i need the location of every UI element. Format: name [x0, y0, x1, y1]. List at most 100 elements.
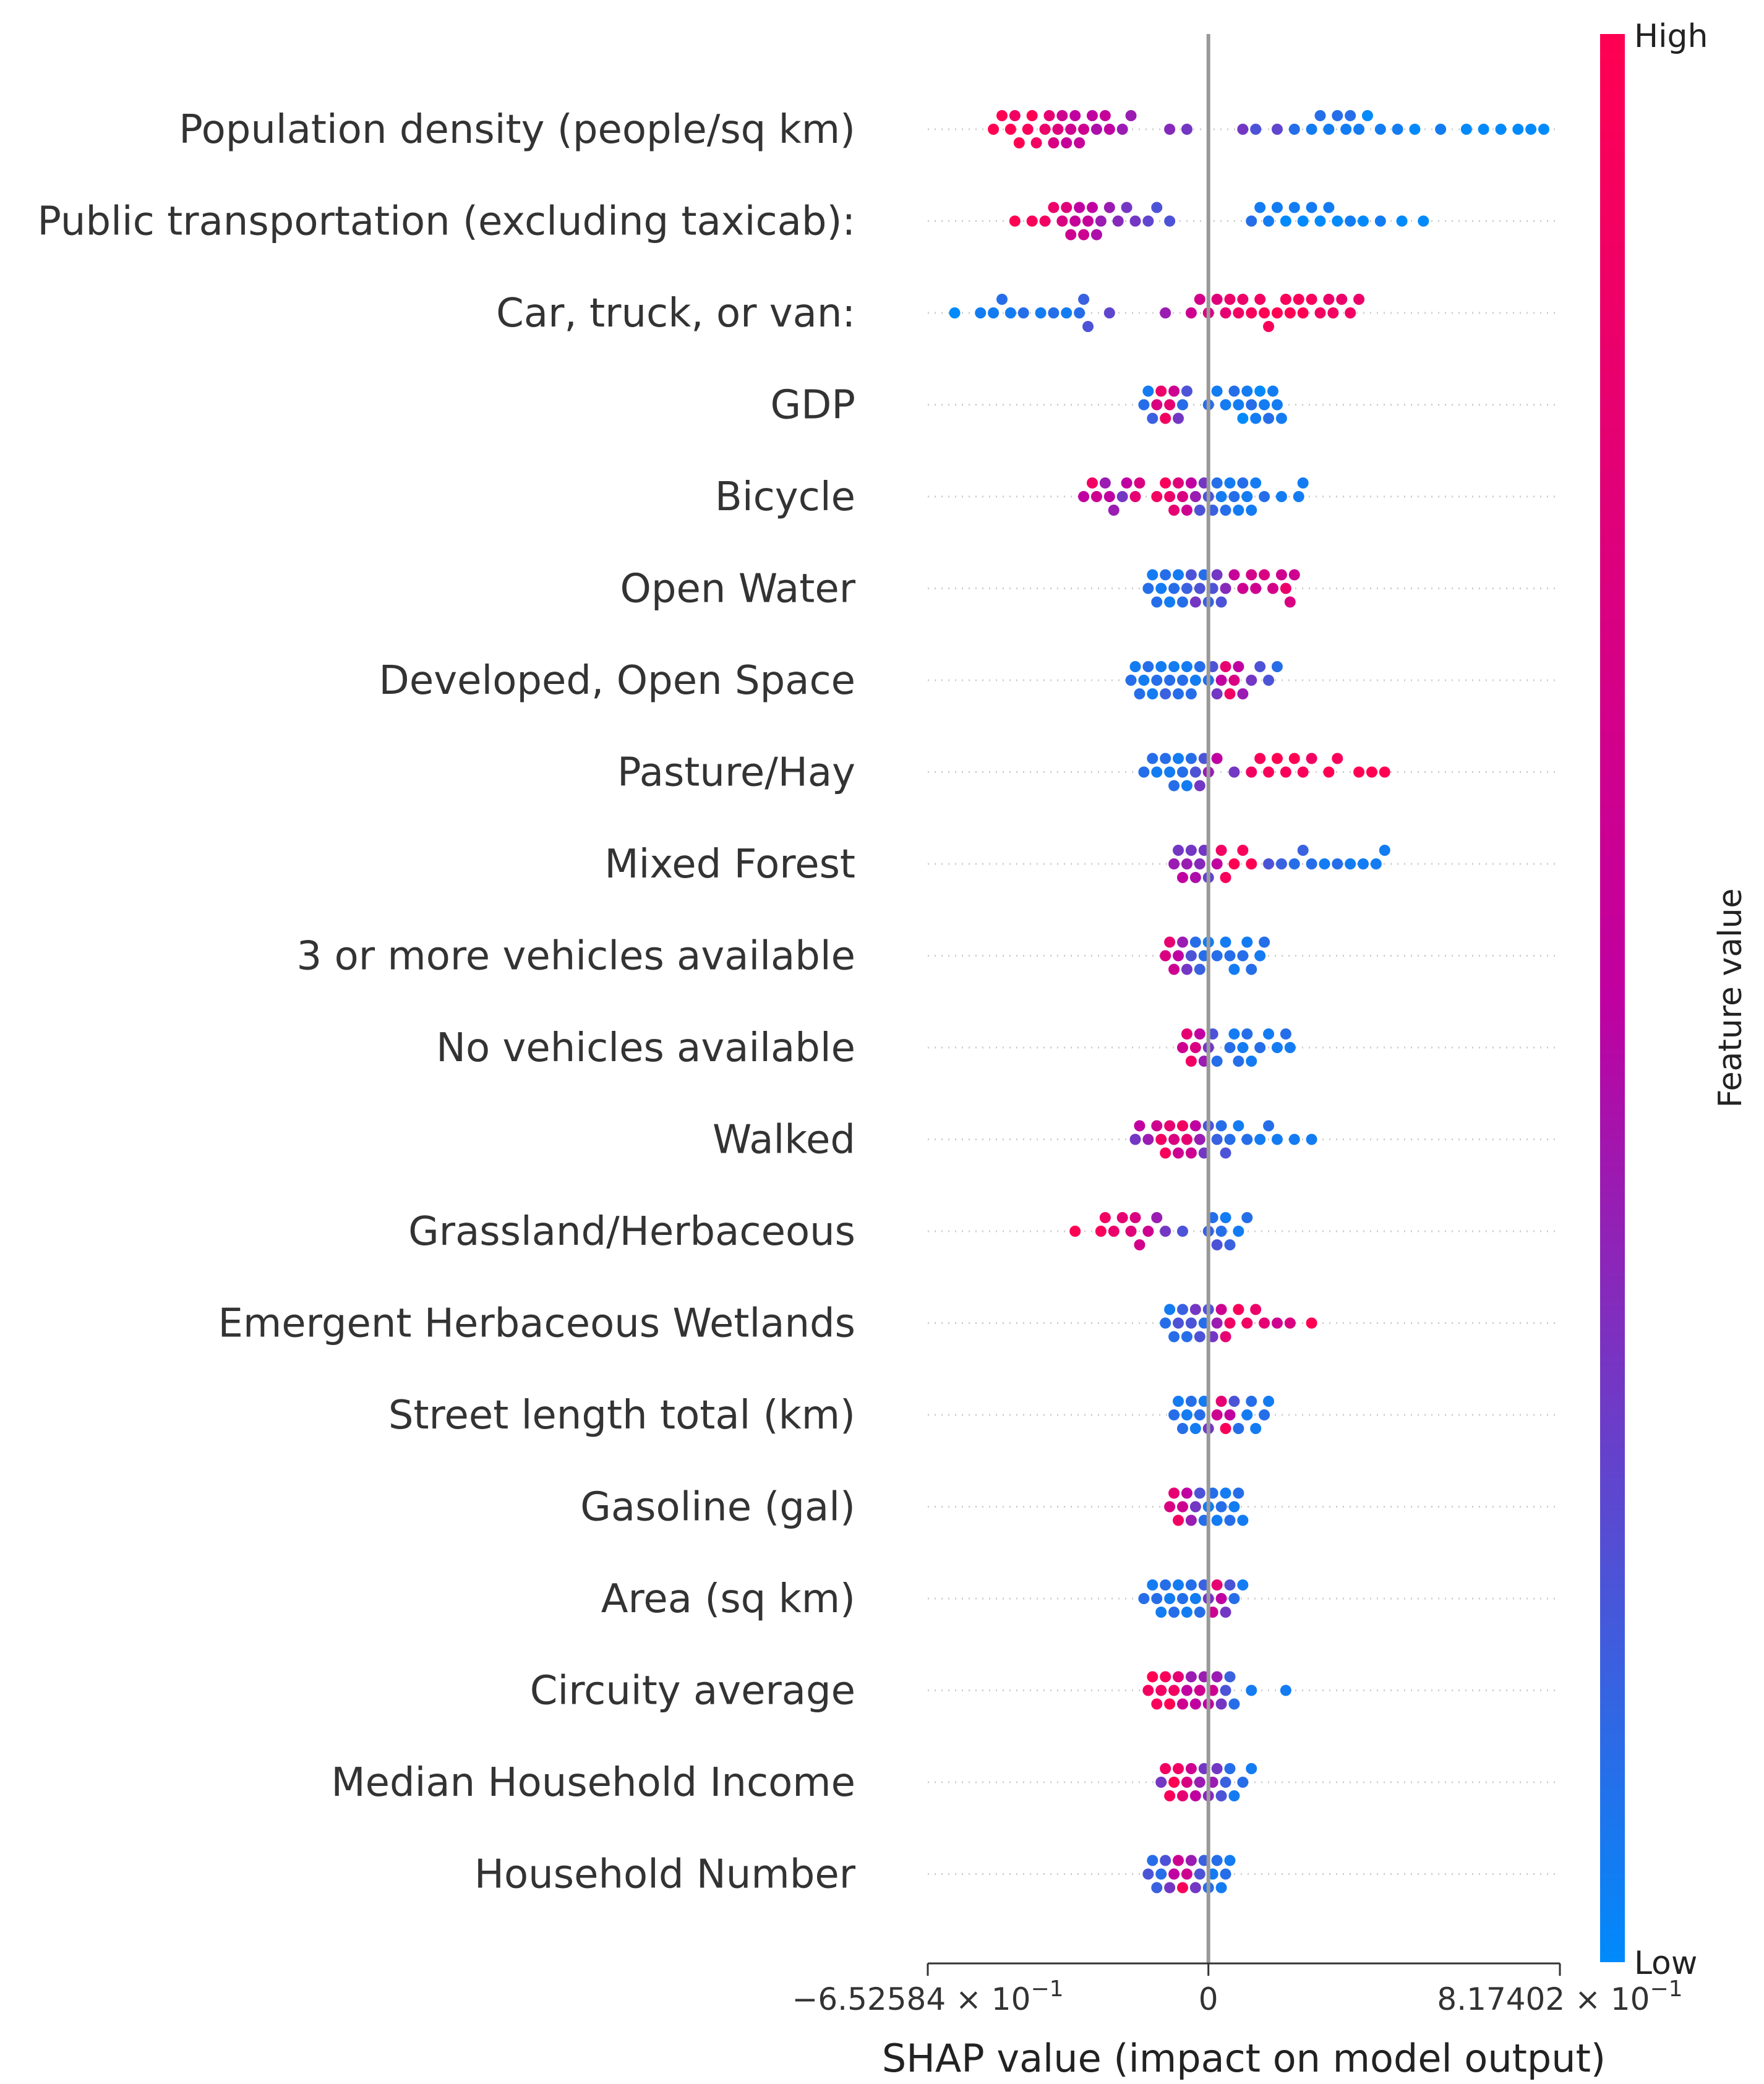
shap-point	[1228, 491, 1240, 502]
shap-point	[1164, 1304, 1176, 1315]
shap-point	[1194, 505, 1205, 516]
shap-point	[1323, 766, 1335, 778]
shap-point	[1237, 688, 1249, 699]
shap-point	[1288, 569, 1300, 581]
shap-point	[1052, 124, 1064, 135]
shap-point	[1181, 1409, 1192, 1420]
shap-point	[1254, 1042, 1266, 1053]
shap-point	[1220, 1212, 1231, 1223]
feature-label: Open Water	[620, 566, 856, 612]
shap-point	[1086, 110, 1098, 121]
shap-point	[1189, 1042, 1201, 1053]
shap-point	[1168, 963, 1180, 975]
shap-point	[1155, 1607, 1167, 1618]
shap-point	[1211, 1056, 1223, 1067]
shap-point	[1271, 753, 1283, 764]
shap-point	[1254, 294, 1266, 305]
shap-point	[1271, 124, 1283, 135]
shap-point	[1280, 294, 1291, 305]
shap-point	[1246, 215, 1257, 227]
shap-point	[1237, 950, 1249, 962]
shap-point	[1185, 1147, 1197, 1159]
shap-point	[1241, 491, 1253, 502]
shap-point	[1173, 1514, 1184, 1526]
shap-point	[949, 307, 961, 318]
shap-point	[1181, 963, 1192, 975]
shap-point	[1142, 1868, 1154, 1880]
shap-point	[1078, 124, 1090, 135]
shap-point	[1142, 1134, 1154, 1145]
shap-point	[1134, 688, 1145, 699]
shap-point	[1194, 780, 1205, 792]
shap-point	[1173, 1855, 1184, 1866]
shap-point	[1323, 202, 1335, 213]
shap-point	[1237, 1042, 1249, 1053]
shap-point	[1194, 1868, 1205, 1880]
shap-point	[1211, 569, 1223, 581]
shap-point	[1263, 675, 1275, 686]
shap-point	[1215, 1698, 1227, 1710]
shap-point	[1090, 491, 1102, 502]
shap-point	[1103, 202, 1115, 213]
shap-point	[1220, 1331, 1231, 1343]
shap-point	[1082, 215, 1094, 227]
shap-point	[1185, 753, 1197, 764]
shap-point	[1160, 1855, 1171, 1866]
shap-point	[1155, 1134, 1167, 1145]
shap-point	[1211, 753, 1223, 764]
shap-point	[1155, 583, 1167, 594]
feature-label: Pasture/Hay	[617, 750, 855, 796]
feature-label: Street length total (km)	[388, 1393, 855, 1438]
shap-point	[1176, 766, 1188, 778]
shap-point	[1181, 858, 1192, 869]
shap-point	[1293, 294, 1304, 305]
shap-point	[1271, 307, 1283, 318]
shap-point	[1288, 858, 1300, 869]
shap-point	[1151, 491, 1163, 502]
shap-point	[1288, 202, 1300, 213]
shap-point	[1155, 385, 1167, 397]
shap-point	[1061, 137, 1073, 148]
shap-point	[1280, 1028, 1291, 1040]
shap-point	[1134, 1120, 1145, 1132]
feature-label: Public transportation (excluding taxicab…	[37, 199, 855, 245]
shap-point	[1194, 1607, 1205, 1618]
shap-point	[1306, 858, 1317, 869]
shap-point	[1155, 1685, 1167, 1696]
shap-point	[1147, 753, 1158, 764]
shap-point	[1220, 872, 1231, 883]
feature-label: Household Number	[474, 1852, 856, 1898]
shap-point	[1185, 477, 1197, 489]
shap-point	[1215, 1882, 1227, 1894]
shap-point	[1160, 1671, 1171, 1683]
shap-point	[1259, 307, 1270, 318]
shap-point	[1189, 1423, 1201, 1434]
shap-point	[1250, 583, 1262, 594]
shap-point	[1211, 688, 1223, 699]
feature-label: Circuity average	[530, 1668, 855, 1714]
shap-point	[1224, 1134, 1236, 1145]
shap-point	[1017, 307, 1029, 318]
shap-point	[1176, 1423, 1188, 1434]
shap-point	[1164, 936, 1176, 948]
shap-point	[1250, 412, 1262, 424]
shap-point	[1082, 321, 1094, 332]
shap-point	[1185, 1855, 1197, 1866]
shap-point	[1250, 1304, 1262, 1315]
shap-point	[1022, 124, 1034, 135]
shap-point	[1288, 1134, 1300, 1145]
shap-point	[1228, 1790, 1240, 1801]
shap-point	[1189, 491, 1201, 502]
shap-point	[1164, 1501, 1176, 1513]
shap-point	[1220, 399, 1231, 411]
shap-point	[1185, 1579, 1197, 1591]
shap-point	[1336, 294, 1348, 305]
shap-point	[1125, 110, 1137, 121]
shap-point	[1176, 1042, 1188, 1053]
shap-point	[1374, 124, 1386, 135]
shap-point	[1263, 215, 1275, 227]
shap-point	[1263, 766, 1275, 778]
feature-label: Bicycle	[715, 474, 855, 520]
shap-point	[1185, 950, 1197, 962]
shap-point	[988, 307, 1000, 318]
